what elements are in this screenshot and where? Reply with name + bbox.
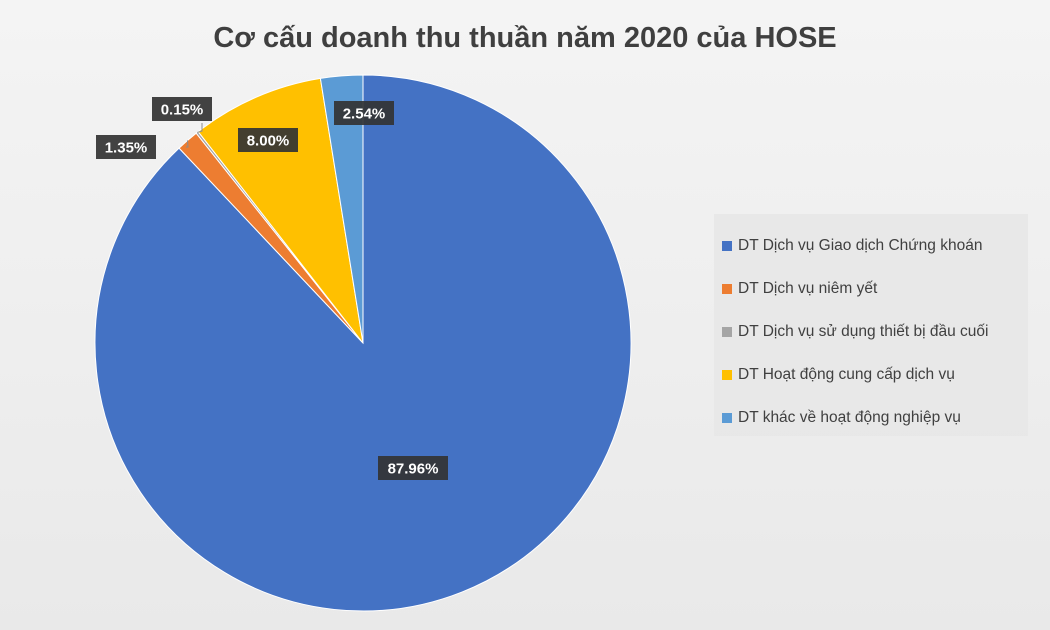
pie-slice [319, 74, 364, 344]
data-label: 8.00% [238, 128, 298, 152]
legend-label: DT Hoạt động cung cấp dịch vụ [738, 365, 955, 383]
data-label: 1.35% [96, 135, 156, 159]
legend-swatch [722, 412, 732, 423]
leader-line [186, 140, 189, 148]
data-label-text: 0.15% [161, 102, 204, 119]
data-label-background [378, 456, 448, 480]
legend-item: DT Dịch vụ niêm yết [722, 267, 1028, 310]
data-label: 0.15% [152, 97, 212, 121]
data-label-background [334, 101, 394, 125]
data-label-background [238, 128, 298, 152]
legend-swatch [722, 283, 732, 294]
legend-swatch [722, 326, 732, 337]
legend-label: DT Dịch vụ Giao dịch Chứng khoán [738, 236, 983, 254]
data-label-text: 8.00% [247, 133, 290, 150]
leader-line [197, 123, 203, 133]
data-label: 87.96% [378, 456, 448, 480]
data-label-background [152, 97, 212, 121]
chart-title: Cơ cấu doanh thu thuần năm 2020 của HOSE [213, 22, 837, 54]
legend: DT Dịch vụ Giao dịch Chứng khoán DT Dịch… [714, 214, 1028, 436]
data-label-text: 87.96% [388, 461, 439, 478]
legend-swatch [722, 240, 732, 251]
data-label-text: 2.54% [343, 106, 386, 123]
legend-label: DT Dịch vụ sử dụng thiết bị đầu cuối [738, 322, 989, 340]
data-label-text: 1.35% [105, 140, 148, 157]
legend-item: DT Dịch vụ sử dụng thiết bị đầu cuối [722, 310, 1028, 353]
data-label: 2.54% [334, 101, 394, 125]
legend-swatch [722, 369, 732, 380]
legend-item: DT Dịch vụ Giao dịch Chứng khoán [722, 224, 1028, 267]
legend-label: DT khác về hoạt động nghiệp vụ [738, 408, 961, 426]
legend-item: DT khác về hoạt động nghiệp vụ [722, 396, 1028, 439]
legend-label: DT Dịch vụ niêm yết [738, 279, 878, 297]
legend-item: DT Hoạt động cung cấp dịch vụ [722, 353, 1028, 396]
data-label-background [96, 135, 156, 159]
